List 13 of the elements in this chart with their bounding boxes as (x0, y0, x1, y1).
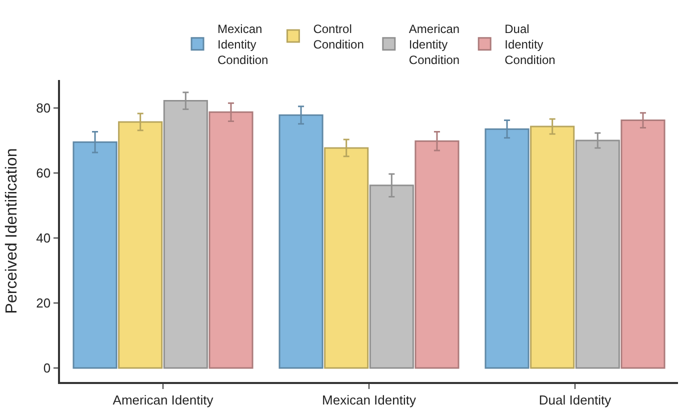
y-tick-label: 60 (36, 166, 51, 181)
y-tick-label: 20 (36, 296, 51, 311)
y-tick-label: 0 (43, 360, 51, 376)
legend-label: American Identity Condition (408, 22, 460, 68)
x-tick-label: Dual Identity (538, 392, 612, 408)
y-axis-title: Perceived Identification (4, 148, 21, 314)
legend-label: Mexican Identity Condition (218, 22, 268, 68)
x-tick-label: American Identity (112, 392, 214, 408)
legend-label: Dual Identity Condition (504, 22, 556, 68)
y-tick-label: 40 (36, 230, 51, 246)
y-tick-label: 80 (36, 100, 51, 116)
x-tick-label: Mexican Identity (322, 392, 416, 408)
legend-label: Control Condition (313, 22, 364, 52)
